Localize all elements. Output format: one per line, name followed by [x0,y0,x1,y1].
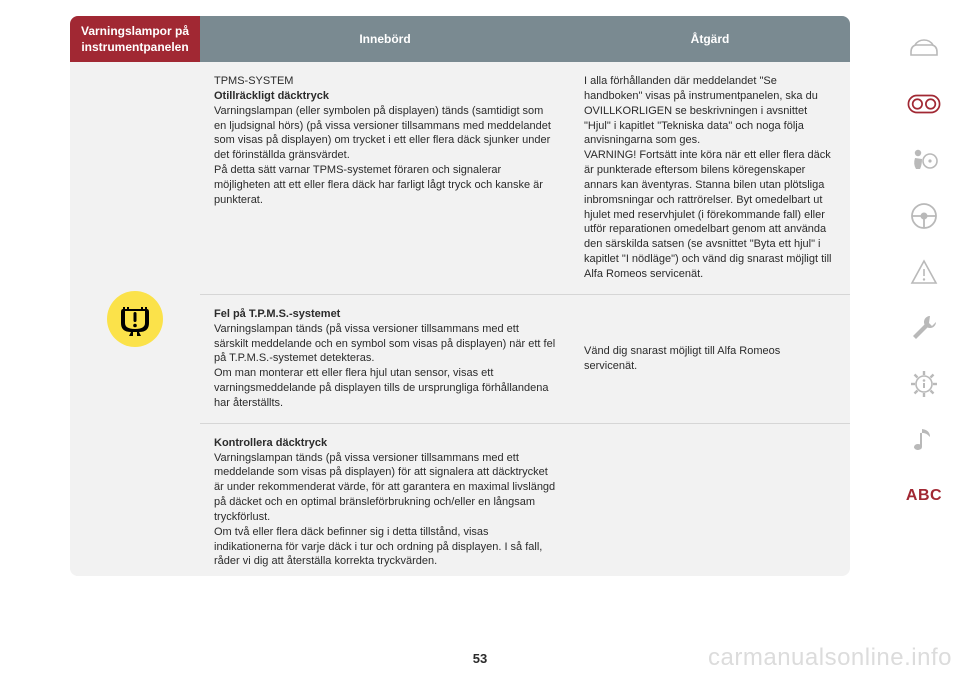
action-cell [570,424,850,576]
row-subtitle: Kontrollera däcktryck [214,436,556,451]
header-meaning-col: Innebörd [200,16,570,62]
row-subtitle: Fel på T.P.M.S.-systemet [214,307,556,322]
dashboard-icon[interactable] [907,90,941,118]
airbag-icon[interactable] [907,146,941,174]
tpms-icon [107,291,163,347]
section-sidebar: ABC [902,34,946,510]
action-cell: I alla förhållanden där meddelandet "Se … [570,62,850,294]
row-title: TPMS-SYSTEM [214,74,556,89]
meaning-cell: Fel på T.P.M.S.-systemet Varningslampan … [200,295,570,423]
row-action: Vänd dig snarast möjligt till Alfa Romeo… [584,344,836,374]
warning-triangle-icon[interactable] [907,258,941,286]
meaning-cell: Kontrollera däcktryck Varningslampan tän… [200,424,570,576]
row-body: Varningslampan tänds (på vissa versioner… [214,451,556,570]
header-icon-col: Varningslampor på instrumentpanelen [70,16,200,62]
row-body: Varningslampan tänds (på vissa versioner… [214,322,556,411]
warning-table-panel: Varningslampor på instrumentpanelen Inne… [70,16,850,576]
wrench-icon[interactable] [907,314,941,342]
action-cell: Vänd dig snarast möjligt till Alfa Romeo… [570,295,850,423]
music-note-icon[interactable] [907,426,941,454]
page-number: 53 [473,651,487,666]
page: Varningslampor på instrumentpanelen Inne… [0,0,960,678]
icon-column [70,62,200,576]
table-body: TPMS-SYSTEM Otillräckligt däcktryck Varn… [70,62,850,576]
car-icon[interactable] [907,34,941,62]
table-row: TPMS-SYSTEM Otillräckligt däcktryck Varn… [200,62,850,294]
row-body: Varningslampan (eller symbolen på displa… [214,104,556,208]
table-row: Fel på T.P.M.S.-systemet Varningslampan … [200,294,850,423]
row-subtitle: Otillräckligt däcktryck [214,89,556,104]
gear-info-icon[interactable] [907,370,941,398]
rows-column: TPMS-SYSTEM Otillräckligt däcktryck Varn… [200,62,850,576]
table-row: Kontrollera däcktryck Varningslampan tän… [200,423,850,576]
meaning-cell: TPMS-SYSTEM Otillräckligt däcktryck Varn… [200,62,570,294]
table-header-row: Varningslampor på instrumentpanelen Inne… [70,16,850,62]
row-action: I alla förhållanden där meddelandet "Se … [584,74,836,282]
header-action-col: Åtgärd [570,16,850,62]
abc-label: ABC [906,487,942,505]
steering-wheel-icon[interactable] [907,202,941,230]
abc-index-icon[interactable]: ABC [907,482,941,510]
watermark: carmanualsonline.info [708,644,952,672]
